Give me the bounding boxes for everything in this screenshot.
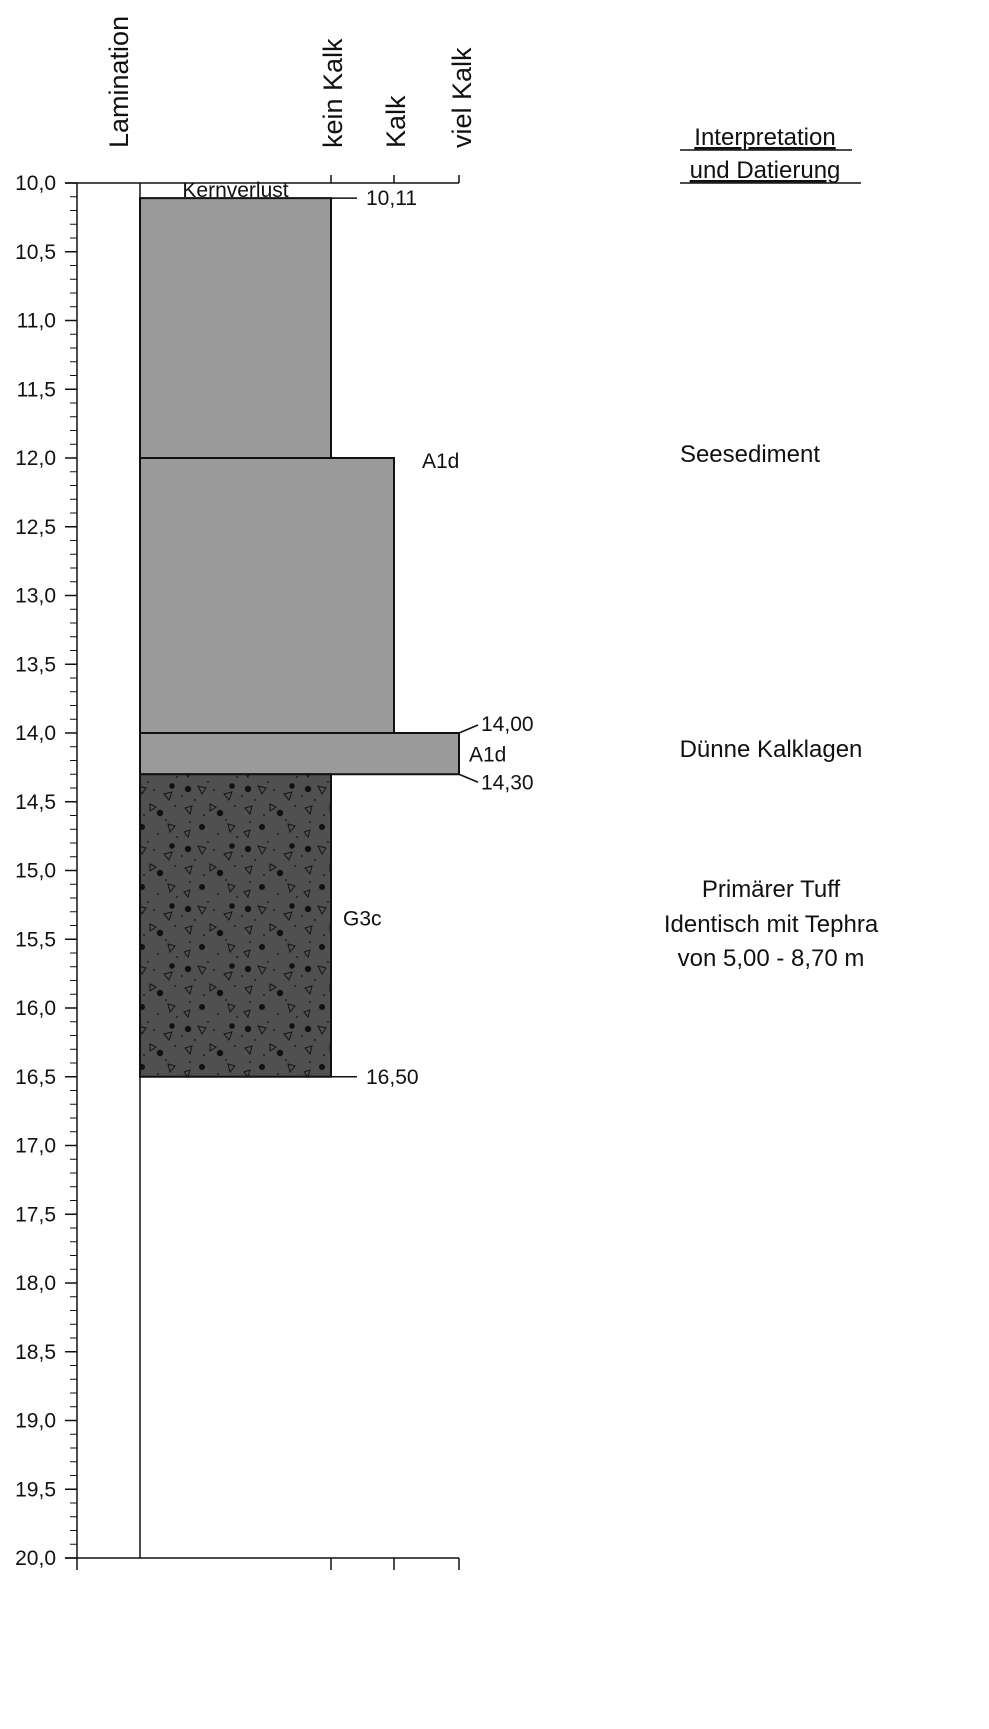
interpretation-text: von 5,00 - 8,70 m [678,945,865,972]
depth-tick-label: 10,5 [15,241,56,264]
depth-scale: 10,0 10,5 11,0 11,5 12,0 12,5 13,0 13,5 14,0 14,5… [15,172,460,1570]
layer-column [139,183,460,1558]
boundary-label: 16,50 [366,1066,419,1089]
depth-tick-label: 16,5 [15,1066,56,1089]
unit-label-a1d: A1d [422,450,459,473]
layer-2 [139,732,460,776]
depth-tick-label: 17,0 [15,1135,56,1158]
header-viel-kalk: viel Kalk [447,47,477,148]
annotations: Kernverlust 10,11 14,00 14,30 16,50 A1d A1d G3c… [182,179,878,1089]
depth-tick-label: 12,0 [15,447,56,470]
boundary-label: 14,00 [481,713,534,736]
depth-tick-label: 10,0 [15,172,56,195]
depth-tick-label: 16,0 [15,997,56,1020]
interpretation-text: Primärer Tuff [702,876,841,903]
interpretation-text: Dünne Kalklagen [680,736,863,763]
boundary-leader [458,773,479,783]
depth-tick-label: 19,0 [15,1410,56,1433]
interpretation-text: Seesediment [680,441,820,468]
boundary-label: 14,30 [481,771,534,794]
unit-label-g3c: G3c [343,908,382,931]
depth-tick-label: 11,0 [17,310,56,333]
interpretation-text: Identisch mit Tephra [664,911,879,938]
depth-tick-label: 19,5 [15,1478,56,1501]
header-kein-kalk: kein Kalk [318,38,348,148]
core-log-diagram: Lamination kein Kalk Kalk viel Kalk Inte… [15,16,879,1570]
boundary-label: 10,11 [366,187,417,210]
layer-1 [139,457,395,734]
depth-tick-label: 13,5 [15,653,56,676]
depth-tick-label: 11,5 [17,378,56,401]
depth-tick-label: 20,0 [15,1547,56,1570]
depth-tick-label: 18,0 [15,1272,56,1295]
depth-tick-label: 13,0 [15,585,56,608]
header-lamination: Lamination [104,16,134,148]
depth-tick-label: 17,5 [15,1203,56,1226]
depth-tick-label: 15,0 [15,860,56,883]
interpretation-header-line-2: und Datierung [690,157,841,184]
layer-3 [139,773,332,1078]
boundary-leader [458,724,479,734]
core-loss-label: Kernverlust [182,179,288,202]
depth-tick-label: 18,5 [15,1341,56,1364]
depth-tick-label: 14,0 [15,722,56,745]
depth-tick-label: 14,5 [15,791,56,814]
layer-0 [139,197,332,459]
interpretation-header-line-1: Interpretation [694,124,835,151]
depth-tick-label: 15,5 [15,928,56,951]
header-kalk: Kalk [381,95,411,148]
depth-tick-label: 12,5 [15,516,56,539]
unit-label-a1d-thin: A1d [469,744,506,767]
